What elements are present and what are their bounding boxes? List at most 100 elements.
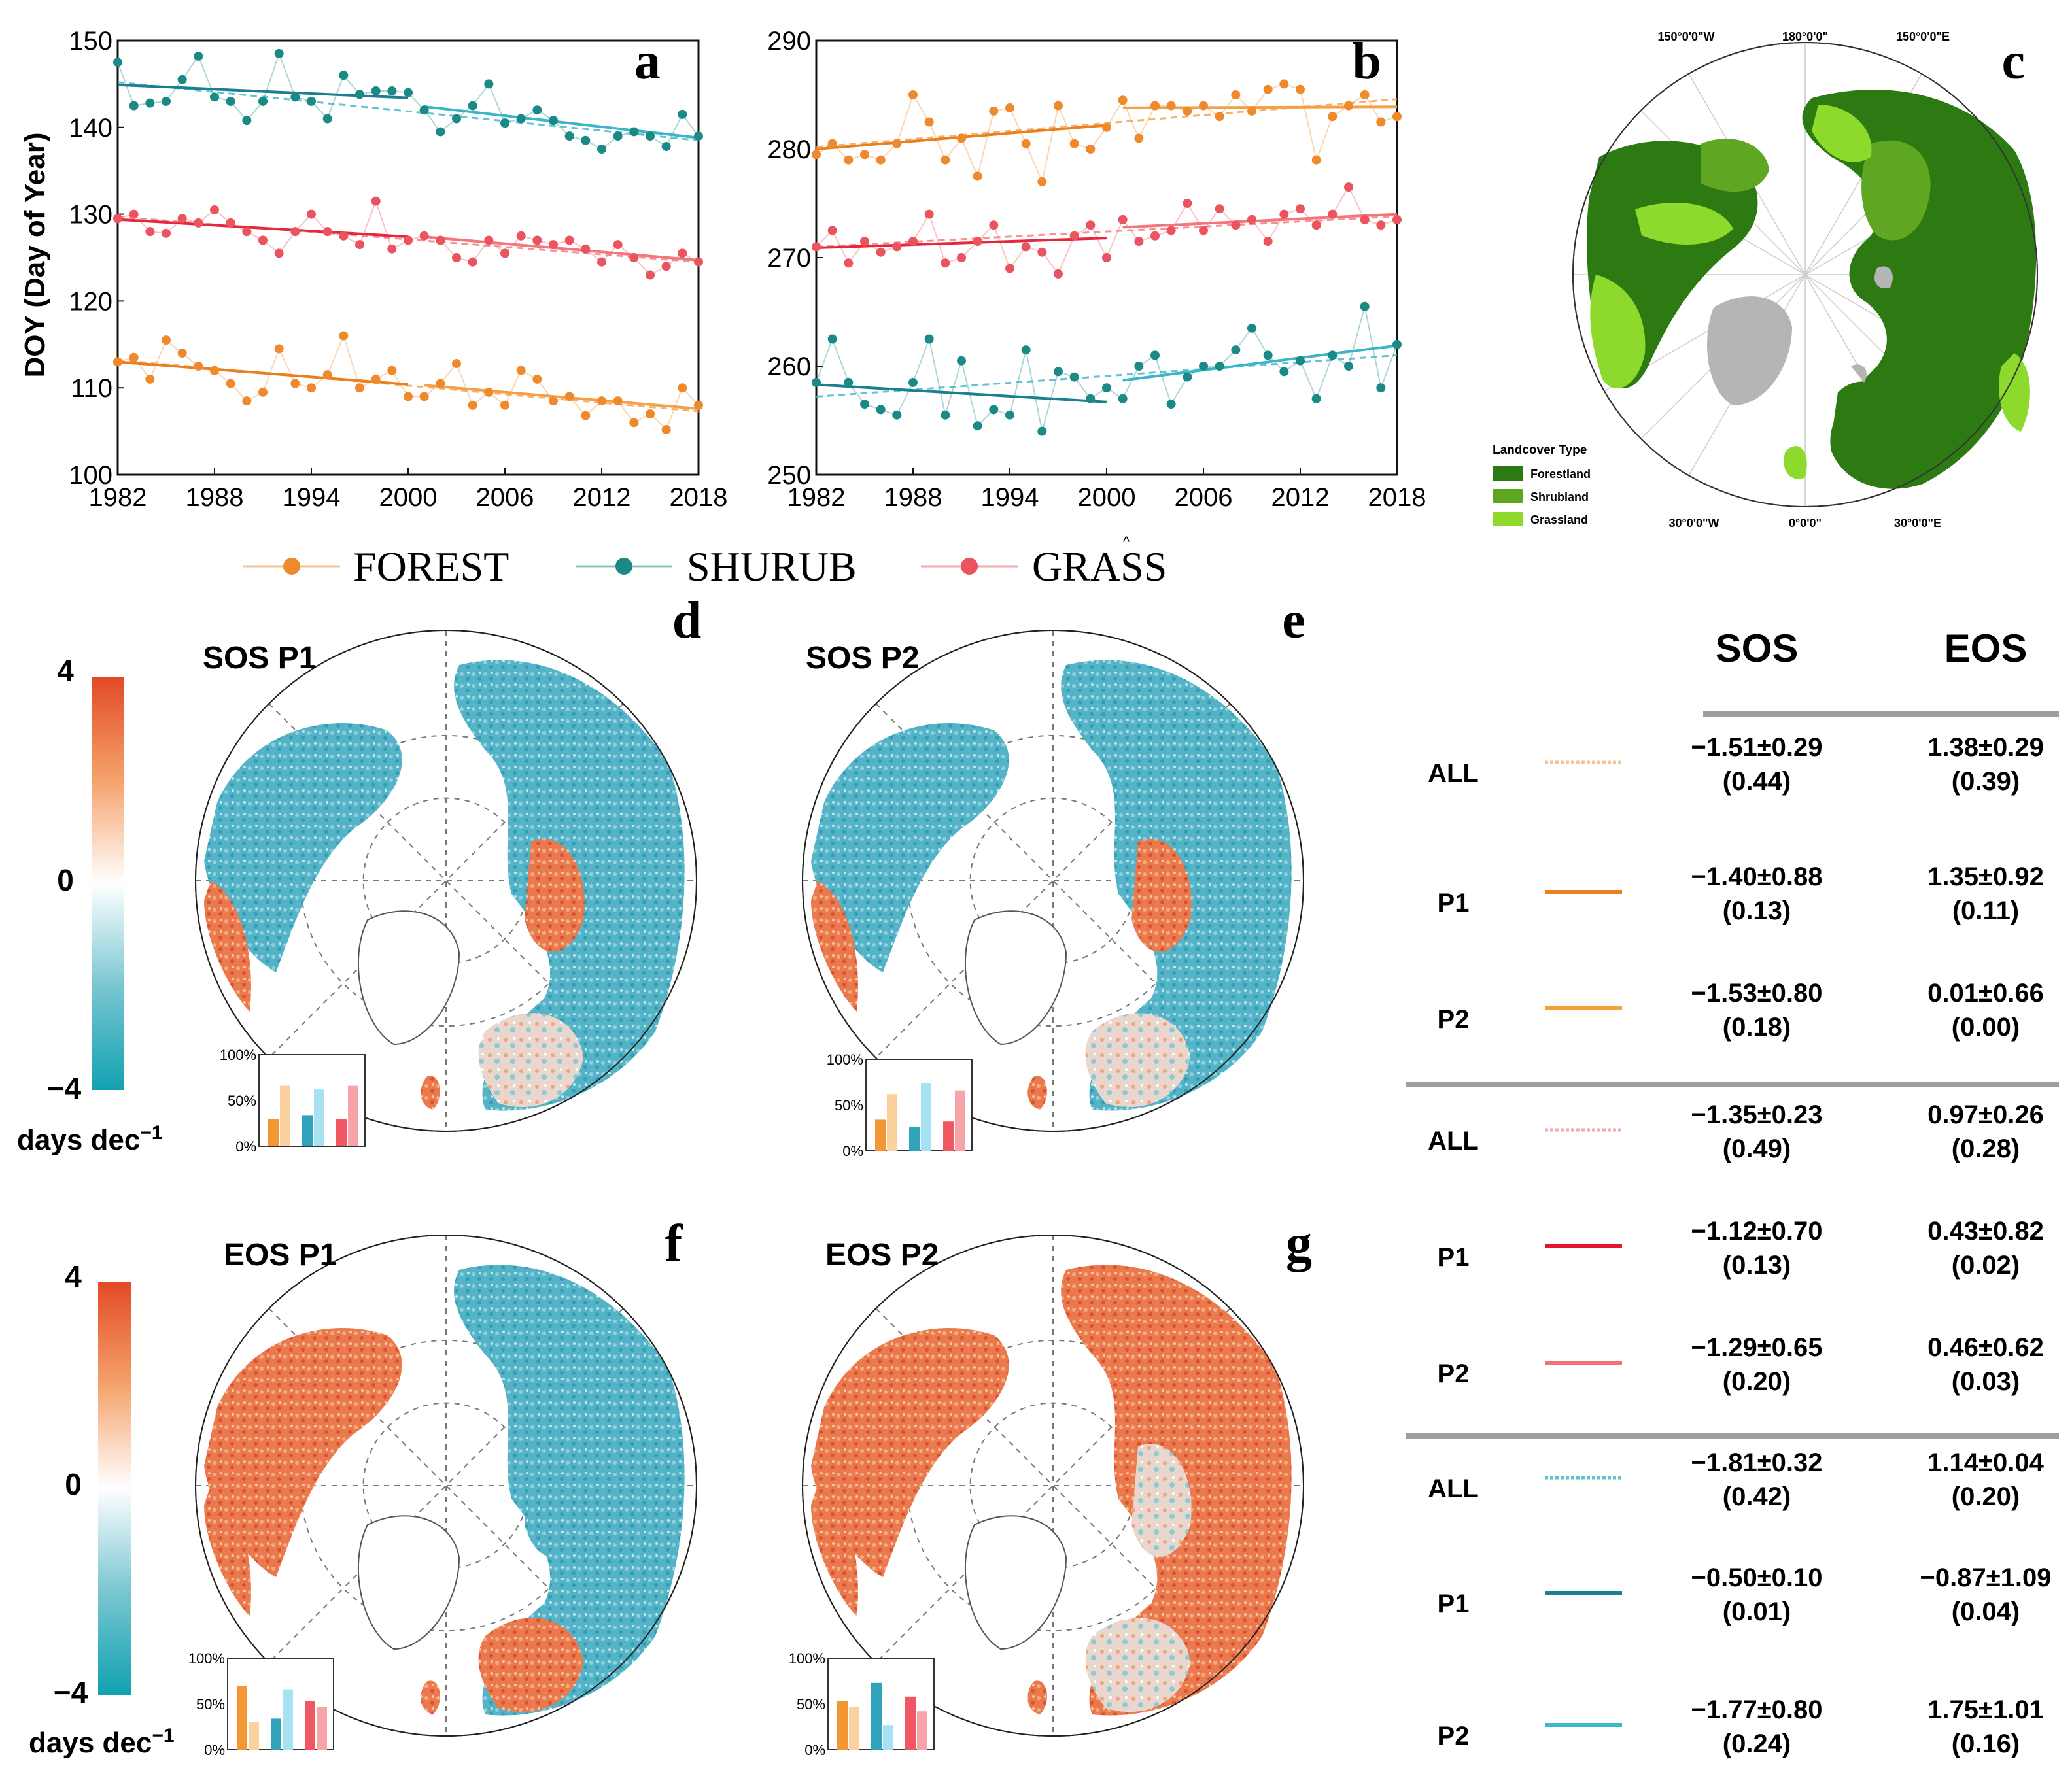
- point-shurub: [1005, 410, 1014, 420]
- point-shurub: [468, 101, 477, 111]
- table-sos-value: −0.50±0.10: [1691, 1563, 1822, 1592]
- x-tick-label: 2018: [670, 483, 728, 512]
- point-grass: [355, 240, 364, 250]
- colorbar-bottom-gradient: [98, 1282, 131, 1695]
- table-sos-value: −1.12±0.70: [1691, 1217, 1822, 1246]
- table-row-label: ALL: [1428, 1127, 1479, 1155]
- point-forest: [436, 379, 445, 388]
- table-sos-value: −1.29±0.65: [1691, 1333, 1822, 1362]
- x-tick-label: 1988: [186, 483, 244, 512]
- point-shurub: [194, 51, 203, 61]
- colorbar-top-min: −4: [47, 1071, 82, 1105]
- point-forest: [532, 374, 542, 384]
- point-forest: [1118, 95, 1128, 105]
- table-sos-r2: (0.13): [1723, 1251, 1791, 1280]
- table-eos-r2: (0.28): [1952, 1134, 2020, 1163]
- point-shurub: [1215, 362, 1224, 371]
- inset-tick-label: 100%: [789, 1650, 825, 1667]
- inset-tick-label: 50%: [196, 1696, 225, 1712]
- trend-p2-grass: [424, 235, 699, 262]
- legend-caret: ^: [1123, 534, 1130, 550]
- panel-c-map: c 150°0'0"W 180°0'0" 150°0'0"E 30°0'0"W …: [1493, 30, 2038, 530]
- point-grass: [1392, 214, 1402, 224]
- table-row-label: P2: [1438, 1359, 1470, 1388]
- point-forest: [484, 387, 494, 397]
- point-forest: [564, 392, 574, 401]
- point-shurub: [177, 75, 187, 84]
- point-forest: [468, 400, 477, 410]
- table-eos-value: 0.46±0.62: [1927, 1333, 2044, 1362]
- map-scandinavia: [478, 1618, 583, 1712]
- map-na-west-coast: [204, 1486, 251, 1616]
- point-shurub: [1183, 372, 1192, 382]
- point-grass: [258, 235, 268, 245]
- trend-p1-grass: [117, 218, 409, 239]
- map-g: EOS P2 g 100% 50% 0%: [789, 1215, 1312, 1758]
- map-c-eurasia-shrub: [1861, 140, 1931, 241]
- trend-p1-shurub: [816, 383, 1107, 403]
- point-forest: [258, 387, 268, 397]
- point-forest: [274, 344, 284, 354]
- point-grass: [597, 257, 606, 267]
- point-grass: [452, 253, 461, 262]
- map-britain: [1027, 1076, 1047, 1110]
- point-forest: [113, 357, 122, 367]
- colorbar-bottom-min: −4: [54, 1675, 88, 1709]
- point-grass: [613, 240, 623, 250]
- map-c-alaska-shrub: [1701, 139, 1769, 192]
- inset-bar-forest-p2: [280, 1085, 290, 1146]
- point-shurub: [1344, 362, 1353, 371]
- y-tick-label: 250: [767, 461, 811, 490]
- map-north-america: [204, 1328, 402, 1577]
- inset-bar-shurub-p1: [909, 1127, 920, 1151]
- point-forest: [387, 366, 397, 375]
- point-forest: [322, 370, 332, 380]
- point-shurub: [242, 116, 252, 126]
- table-sos-r2: (0.42): [1723, 1482, 1791, 1511]
- x-tick-label: 2000: [1078, 483, 1136, 512]
- point-grass: [484, 235, 494, 245]
- point-forest: [1102, 122, 1111, 132]
- map-c-arctic-islands: [1851, 266, 1893, 383]
- map-siberia-patch: [1131, 1444, 1192, 1557]
- table-row-label: P2: [1438, 1722, 1470, 1750]
- point-grass: [1231, 220, 1241, 230]
- map-c-britain: [1784, 446, 1807, 479]
- colorbar-bottom-max: 4: [65, 1259, 82, 1293]
- map-title: EOS P2: [825, 1238, 939, 1272]
- inset-tick-label: 100%: [220, 1047, 256, 1063]
- point-grass: [957, 253, 966, 262]
- point-shurub: [484, 79, 494, 89]
- x-tick-label: 2012: [573, 483, 631, 512]
- point-forest: [661, 424, 671, 434]
- point-grass: [678, 248, 687, 258]
- colorbar-top: 4 0 −4 days dec−1: [17, 654, 163, 1156]
- map-siberia-patch: [525, 1444, 585, 1557]
- point-forest: [145, 374, 155, 384]
- point-grass: [1263, 237, 1273, 247]
- point-grass: [1134, 237, 1144, 247]
- table-sos-value: −1.40±0.88: [1691, 862, 1822, 891]
- point-forest: [1215, 112, 1224, 122]
- point-grass: [1344, 182, 1353, 192]
- point-grass: [941, 258, 950, 268]
- point-grass: [404, 235, 413, 245]
- y-tick-label: 260: [767, 352, 811, 381]
- panel-a-chart: 100 110 120 130 140 150 1982 1988 1994 2000 2006 20…: [69, 27, 727, 512]
- legend-grass-label: GRASS: [1032, 543, 1167, 590]
- point-shurub: [290, 92, 300, 102]
- point-shurub: [1263, 350, 1273, 360]
- point-shurub: [1134, 362, 1144, 371]
- inset-tick-label: 50%: [228, 1093, 256, 1109]
- point-grass: [1199, 226, 1208, 235]
- point-shurub: [1021, 345, 1031, 355]
- point-shurub: [646, 131, 655, 141]
- point-forest: [242, 396, 252, 406]
- point-shurub: [1328, 350, 1338, 360]
- x-tick-label: 1994: [981, 483, 1039, 512]
- inset-tick-label: 0%: [842, 1143, 863, 1159]
- map-siberia-patch: [525, 839, 585, 952]
- point-grass: [629, 253, 639, 262]
- x-tick-label: 2012: [1271, 483, 1330, 512]
